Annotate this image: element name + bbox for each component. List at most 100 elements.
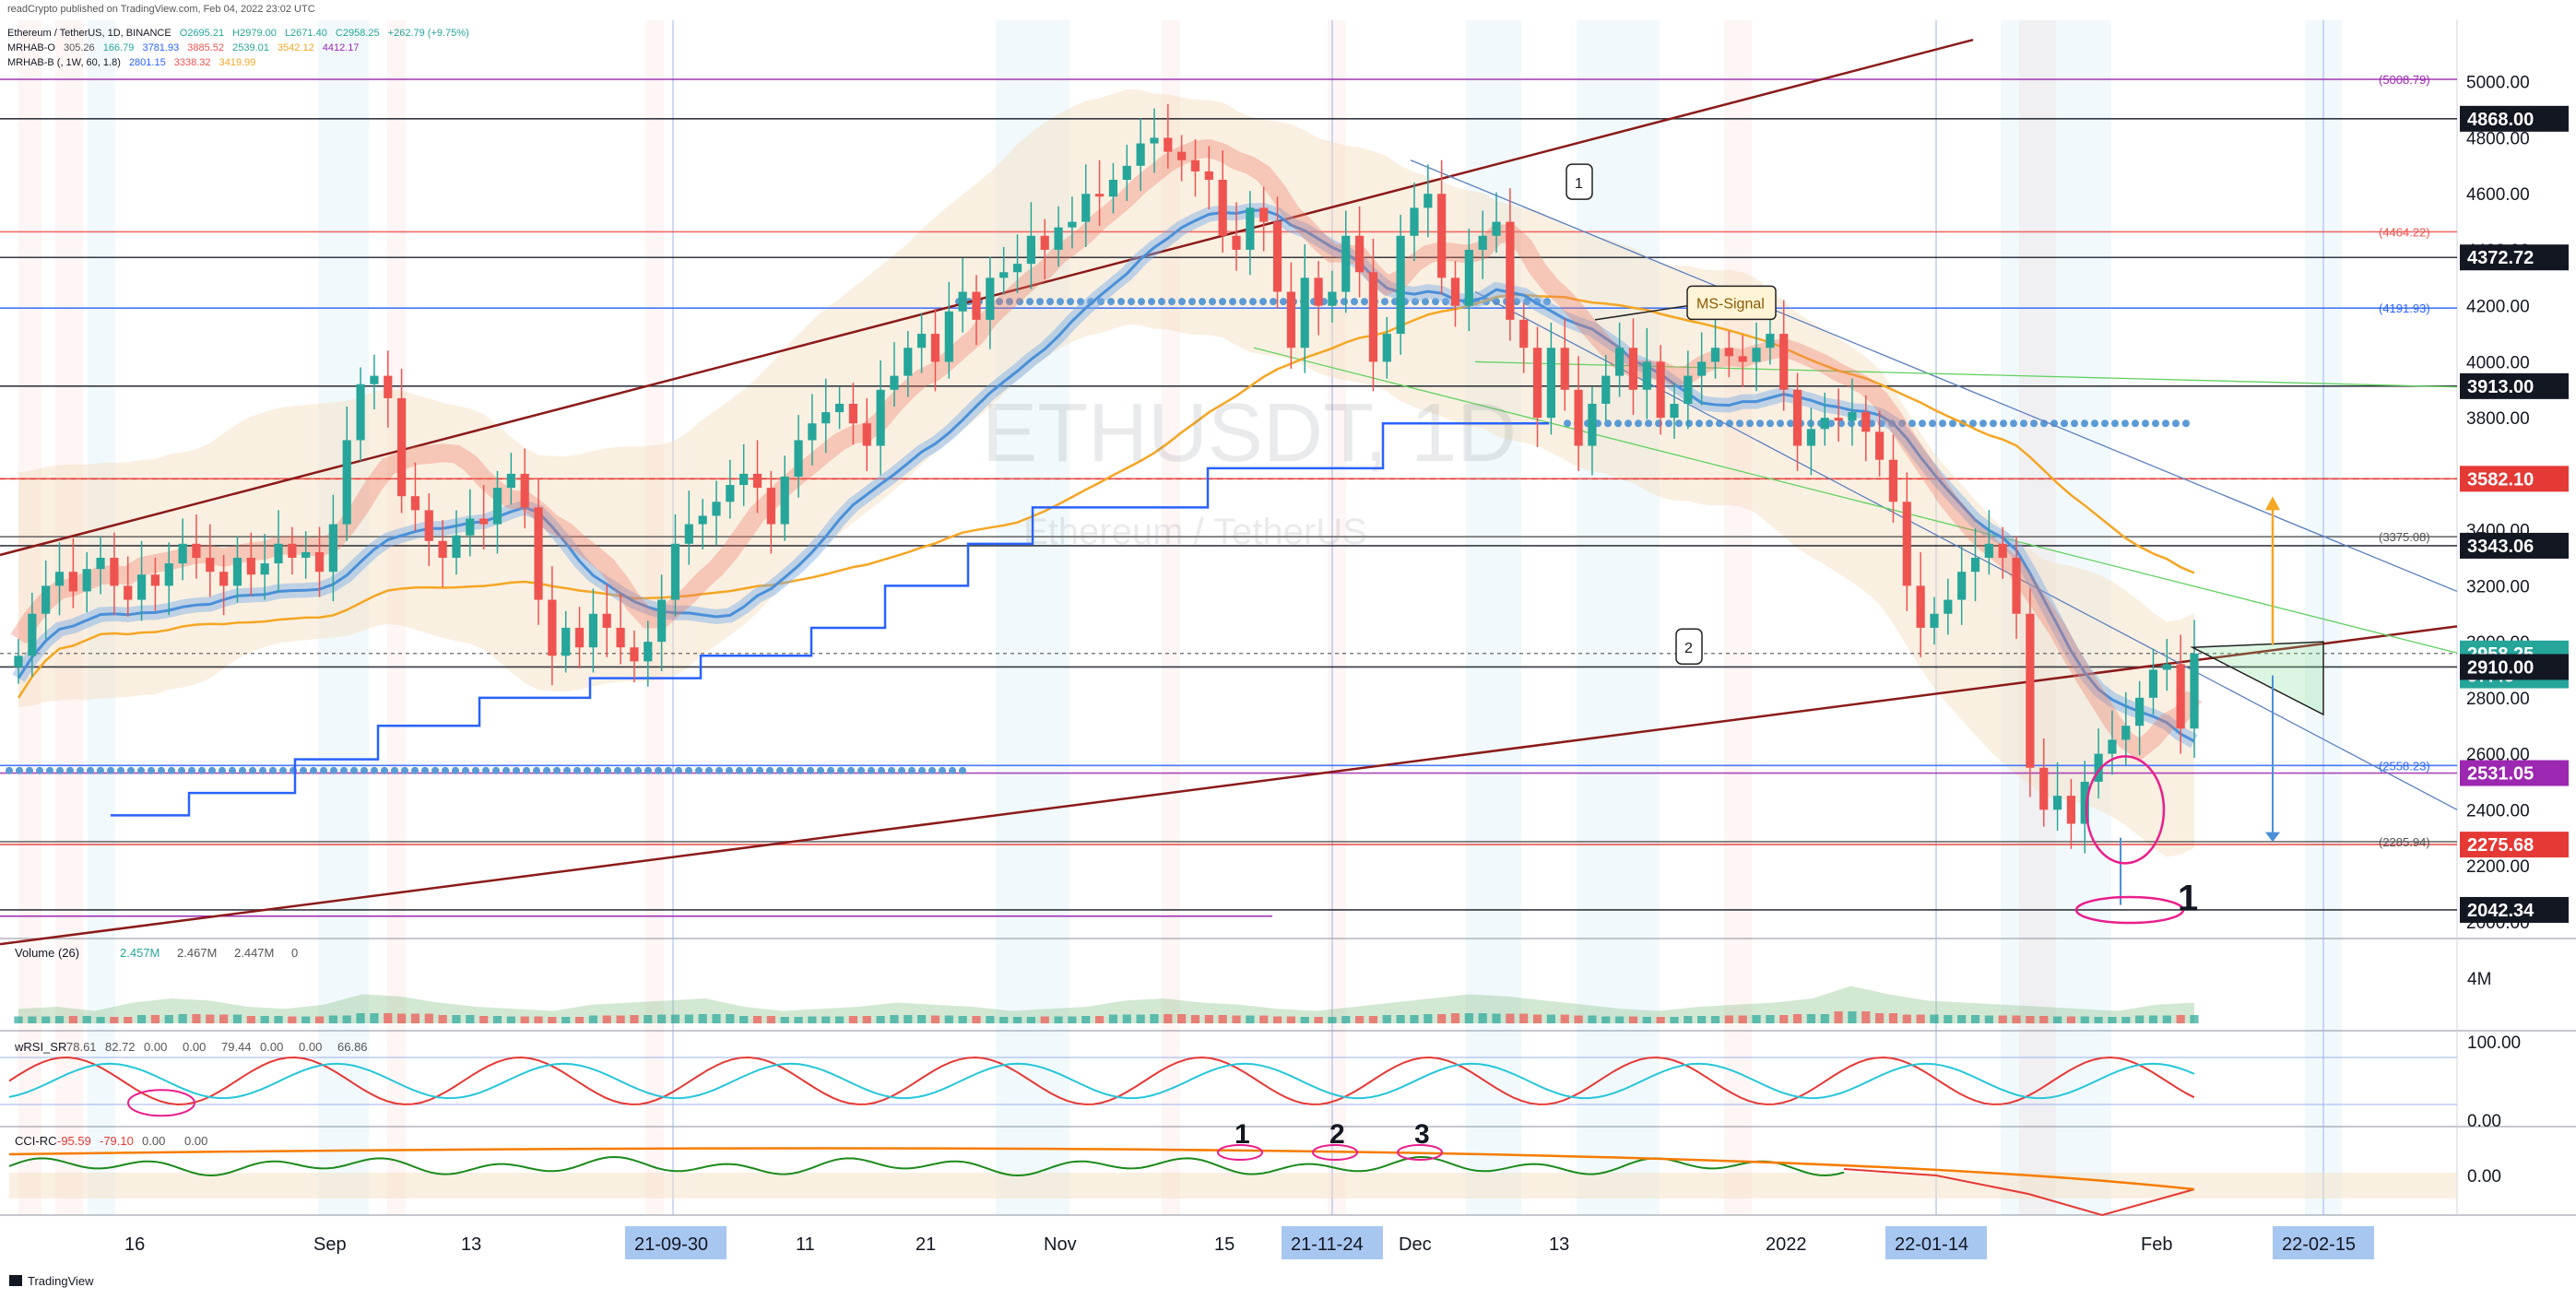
candle-body bbox=[1424, 194, 1433, 208]
volume-bar bbox=[410, 1013, 420, 1023]
dotted-level bbox=[1625, 419, 1632, 428]
dotted-level bbox=[371, 766, 378, 774]
dotted-level bbox=[797, 766, 804, 774]
dotted-level bbox=[340, 766, 348, 774]
candle-body bbox=[150, 574, 160, 586]
target-arrow-down-head bbox=[2265, 832, 2280, 843]
dotted-level bbox=[208, 766, 216, 774]
volume-bar bbox=[1710, 1016, 1720, 1023]
cci-title: CCI-RC bbox=[15, 1134, 57, 1148]
dotted-level bbox=[482, 766, 490, 774]
dotted-level bbox=[827, 766, 834, 774]
volume-bar bbox=[1560, 1014, 1569, 1023]
dotted-level bbox=[1675, 419, 1683, 428]
price-label-7: (3375.08) bbox=[2379, 530, 2430, 544]
candle-body bbox=[520, 473, 529, 508]
ohlc-change: +262.79 (+9.75%) bbox=[387, 28, 469, 39]
y-tick-label: 2800.00 bbox=[2466, 690, 2530, 709]
ms-signal-pointer bbox=[1594, 304, 1688, 321]
volume-bar bbox=[1970, 1015, 1980, 1023]
volume-bar bbox=[1888, 1013, 1898, 1023]
dotted-level bbox=[259, 766, 266, 774]
dotted-level bbox=[1107, 298, 1115, 306]
target-arrow-up-head bbox=[2265, 496, 2280, 511]
candle-body bbox=[1888, 459, 1898, 502]
indicator-1-name[interactable]: MRHAB-O bbox=[7, 42, 55, 53]
candle-body bbox=[1081, 194, 1091, 222]
dotted-level bbox=[391, 766, 398, 774]
volume-bar bbox=[178, 1014, 187, 1023]
ma-blue bbox=[17, 208, 2195, 743]
volume-bar bbox=[1656, 1017, 1665, 1023]
dotted-level bbox=[97, 766, 104, 774]
volume-bar bbox=[2135, 1015, 2145, 1023]
candle-body bbox=[2026, 613, 2035, 768]
candle-body bbox=[1848, 412, 1857, 421]
x-tick-label: 16 bbox=[124, 1234, 145, 1255]
rsi-line-cyan bbox=[8, 1062, 2195, 1100]
volume-bar bbox=[834, 1016, 845, 1023]
dotted-level bbox=[675, 766, 682, 774]
dotted-level bbox=[1614, 419, 1622, 428]
x-tick-label: Sep bbox=[313, 1234, 347, 1255]
volume-bar bbox=[821, 1016, 831, 1023]
dotted-level bbox=[442, 766, 449, 774]
dotted-level bbox=[1158, 298, 1165, 306]
dotted-level bbox=[1351, 298, 1358, 306]
candle-body bbox=[1012, 264, 1022, 273]
callout-1: 1 bbox=[1575, 176, 1583, 192]
candle-body bbox=[1341, 235, 1351, 292]
volume-title: Volume (26) bbox=[15, 946, 79, 960]
indicator-2-name[interactable]: MRHAB-B (, 1W, 60, 1.8) bbox=[7, 57, 121, 68]
volume-bar bbox=[14, 1016, 23, 1023]
x-tick-label: 2022 bbox=[1766, 1234, 1807, 1255]
dotted-level bbox=[898, 766, 905, 774]
volume-bar bbox=[1272, 1016, 1282, 1023]
volume-bar bbox=[808, 1016, 817, 1023]
volume-bar bbox=[588, 1015, 597, 1023]
dotted-level bbox=[1432, 298, 1439, 306]
cci-highlight-circle bbox=[1312, 1144, 1358, 1161]
volume-bar bbox=[657, 1014, 667, 1023]
watermark-symbol: ETHUSDT, 1D bbox=[982, 387, 1517, 479]
dotted-level bbox=[1422, 298, 1429, 306]
volume-bar bbox=[2080, 1016, 2089, 1023]
candle-body bbox=[2012, 558, 2021, 614]
volume-bar bbox=[314, 1016, 325, 1023]
dotted-level bbox=[1036, 298, 1044, 306]
volume-bar bbox=[1341, 1016, 1351, 1023]
dotted-level bbox=[594, 766, 601, 774]
volume-bar bbox=[1916, 1014, 1925, 1023]
dotted-level bbox=[1908, 419, 1916, 428]
candle-body bbox=[1464, 249, 1473, 306]
candle-body bbox=[698, 515, 707, 525]
x-tick-label: 13 bbox=[1549, 1234, 1569, 1255]
price-label-2: (4464.22) bbox=[2379, 225, 2430, 239]
volume-bar bbox=[1354, 1016, 1365, 1023]
candle-body bbox=[1998, 543, 2007, 559]
ms-signal-box bbox=[1686, 285, 1777, 321]
x-tick-label: 22-02-15 bbox=[2282, 1234, 2356, 1255]
dotted-level bbox=[1929, 419, 1936, 428]
candle-body bbox=[68, 572, 77, 592]
volume-bar bbox=[862, 1016, 871, 1023]
volume-bar bbox=[328, 1015, 337, 1023]
ohlc-high: H2979.00 bbox=[232, 28, 277, 39]
candle-body bbox=[986, 278, 995, 320]
dotted-level bbox=[868, 766, 875, 774]
volume-bar bbox=[68, 1016, 77, 1023]
volume-bar bbox=[260, 1016, 269, 1023]
indicator-1-line: MRHAB-O 305.26 166.79 3781.93 3885.52 25… bbox=[7, 42, 365, 53]
dotted-level bbox=[6, 766, 13, 774]
dotted-level bbox=[513, 766, 520, 774]
price-label-box bbox=[2460, 654, 2569, 680]
dotted-level bbox=[604, 766, 611, 774]
dotted-level bbox=[1188, 298, 1196, 306]
dotted-level bbox=[1199, 298, 1206, 306]
volume-bar bbox=[698, 1014, 707, 1023]
highlight-band bbox=[2019, 20, 2056, 1215]
volume-bar bbox=[1054, 1016, 1063, 1023]
dotted-level bbox=[269, 766, 277, 774]
candle-body bbox=[1546, 348, 1555, 419]
